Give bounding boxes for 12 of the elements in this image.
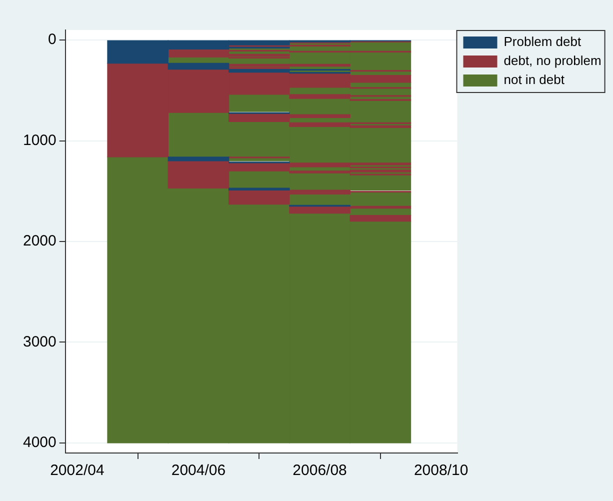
x-tick-label: 2006/08 — [292, 462, 347, 480]
y-tick-label: 1000 — [22, 132, 56, 149]
x-tick-label: 2004/06 — [171, 462, 226, 480]
y-tick-label: 3000 — [22, 333, 56, 350]
x-tick-label: 2008/10 — [414, 462, 468, 480]
y-tick-label: 4000 — [22, 434, 56, 452]
y-tick-label: 2000 — [22, 232, 56, 250]
x-tick-label: 2002/04 — [50, 462, 104, 480]
legend-label: not in debt — [504, 72, 565, 88]
legend-label: debt, no problem — [504, 53, 602, 68]
y-tick-label: 0 — [48, 31, 56, 48]
legend-label: Problem debt — [504, 34, 582, 50]
